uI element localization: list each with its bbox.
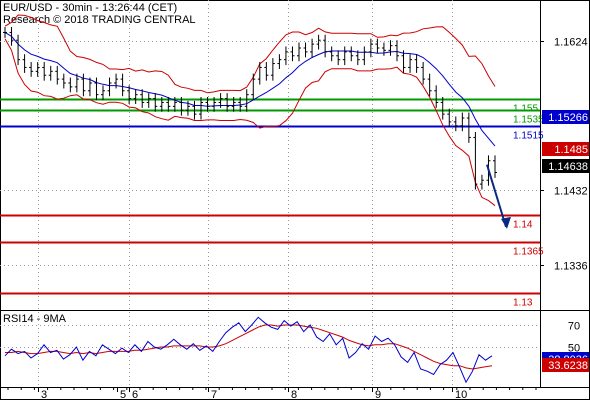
rsi-tick-label: 70 xyxy=(568,321,580,333)
rsi-panel-title: RSI14 - 9MA xyxy=(3,313,66,325)
price-tag-label: 1.1485 xyxy=(554,144,588,156)
time-tick-label: 5 xyxy=(120,389,126,400)
rsi-tick-label: 50 xyxy=(568,343,580,355)
price-tag-label: 1.15266 xyxy=(548,112,588,124)
level-label: 1.155 xyxy=(513,104,538,115)
bollinger-lower-band xyxy=(4,38,496,207)
time-tick-label: 8 xyxy=(291,389,297,400)
rsi-tag xyxy=(542,358,589,372)
time-tick-label: 9 xyxy=(375,389,381,400)
level-label: 1.1365 xyxy=(513,247,544,258)
level-label: 1.13 xyxy=(513,298,533,309)
price-tick-label: 1.1624 xyxy=(554,37,588,49)
price-tick-label: 1.1432 xyxy=(554,186,588,198)
level-label: 1.14 xyxy=(513,220,533,231)
price-tick-label: 1.1336 xyxy=(554,261,588,273)
copyright-text: Research © 2018 TRADING CENTRAL xyxy=(3,14,196,26)
time-tick-label: 3 xyxy=(41,389,47,400)
price-tag-label: 1.14638 xyxy=(548,161,588,173)
forecast-arrow-line xyxy=(486,164,507,228)
time-tick-label: 10 xyxy=(455,389,467,400)
time-tick-label: 7 xyxy=(211,389,217,400)
level-label: 1.1535 xyxy=(513,115,544,126)
price-tag xyxy=(542,110,589,124)
level-label: 1.1515 xyxy=(513,131,544,142)
bollinger-upper-band xyxy=(4,14,496,94)
rsi-ma-line xyxy=(5,324,493,370)
time-tick-label: 6 xyxy=(132,389,138,400)
rsi-tag-label: 33.6238 xyxy=(548,360,588,372)
price-tag xyxy=(542,142,589,156)
chart-title: EUR/USD - 30min - 13:26:44 (CET) xyxy=(3,2,178,14)
forecast-arrowhead xyxy=(501,216,511,229)
rsi-line xyxy=(4,316,493,384)
moving-average-line xyxy=(4,31,496,147)
price-tag xyxy=(542,159,589,173)
